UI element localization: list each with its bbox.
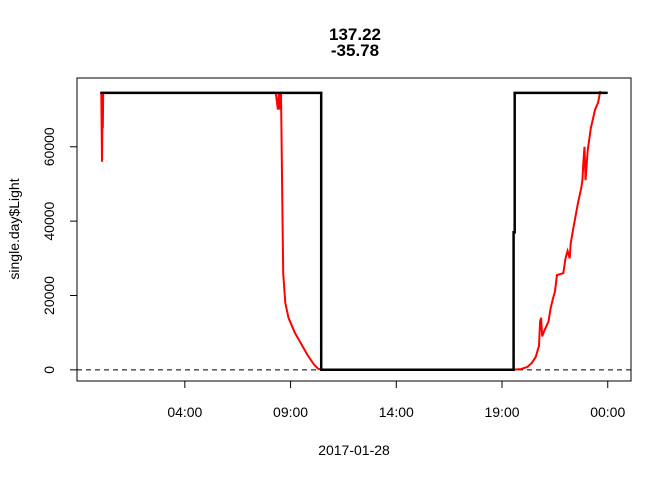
y-tick-label: 60000 [41,127,57,166]
plot-frame [76,77,632,382]
y-tick-label: 0 [41,366,57,374]
series-line-1 [100,90,602,371]
y-tick-label: 20000 [41,276,57,315]
x-tick-label: 00:00 [590,404,625,420]
x-tick-label: 19:00 [484,404,519,420]
y-tick-label: 40000 [41,201,57,240]
x-tick-label: 14:00 [379,404,414,420]
chart-title-line-2: -35.78 [331,41,379,60]
x-tick-label: 04:00 [167,404,202,420]
y-axis-label: single.day$Light [6,178,22,279]
series-line-2 [100,91,608,372]
data-marks [77,90,631,372]
x-axis-label: 2017-01-28 [318,442,390,458]
x-tick-label: 09:00 [273,404,308,420]
axes: 04:00 09:00 14:00 19:00 00:00 0 20000 40000 6000… [41,127,625,420]
chart-title-line-1: 137.22 [329,25,381,44]
